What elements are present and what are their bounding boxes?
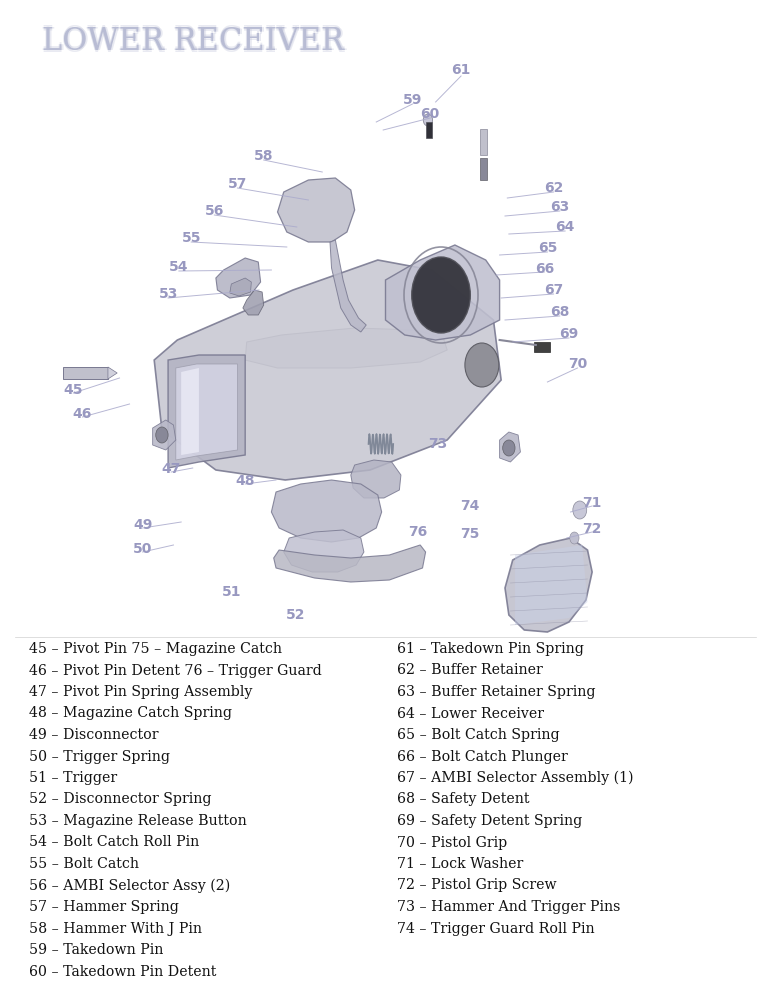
- Text: 59: 59: [402, 93, 423, 107]
- Text: 68: 68: [550, 305, 570, 319]
- Text: 72 – Pistol Grip Screw: 72 – Pistol Grip Screw: [397, 879, 557, 892]
- Polygon shape: [505, 538, 592, 632]
- Text: 76: 76: [409, 525, 427, 539]
- Polygon shape: [330, 240, 366, 332]
- Text: 63: 63: [550, 200, 569, 214]
- Text: 48 – Magazine Catch Spring: 48 – Magazine Catch Spring: [29, 706, 232, 720]
- Text: 67 – AMBI Selector Assembly (1): 67 – AMBI Selector Assembly (1): [397, 771, 634, 785]
- Circle shape: [156, 427, 168, 443]
- Polygon shape: [216, 258, 261, 298]
- Text: 50 – Trigger Spring: 50 – Trigger Spring: [29, 750, 170, 764]
- Text: 54 – Bolt Catch Roll Pin: 54 – Bolt Catch Roll Pin: [29, 836, 200, 850]
- Text: 53 – Magazine Release Button: 53 – Magazine Release Button: [29, 814, 247, 828]
- Bar: [480, 129, 487, 155]
- Polygon shape: [351, 460, 401, 498]
- Text: 46 – Pivot Pin Detent 76 – Trigger Guard: 46 – Pivot Pin Detent 76 – Trigger Guard: [29, 664, 322, 678]
- Text: 60 – Takedown Pin Detent: 60 – Takedown Pin Detent: [29, 964, 217, 978]
- Polygon shape: [181, 368, 199, 455]
- Text: LOWER RECEIVER: LOWER RECEIVER: [42, 26, 345, 57]
- Text: 71: 71: [582, 496, 602, 510]
- Polygon shape: [245, 328, 447, 368]
- Text: 75: 75: [460, 527, 480, 541]
- Polygon shape: [168, 355, 245, 468]
- Polygon shape: [274, 545, 426, 582]
- Bar: [480, 158, 487, 180]
- Text: 57: 57: [227, 177, 247, 191]
- Polygon shape: [386, 245, 500, 340]
- Text: 69: 69: [560, 327, 578, 341]
- Circle shape: [570, 532, 579, 544]
- Text: 46: 46: [72, 407, 93, 421]
- Polygon shape: [284, 530, 364, 572]
- Polygon shape: [271, 480, 382, 542]
- Text: 51 – Trigger: 51 – Trigger: [29, 771, 117, 785]
- Text: LOWER RECEIVER: LOWER RECEIVER: [42, 24, 345, 55]
- Text: 64 – Lower Receiver: 64 – Lower Receiver: [397, 706, 544, 720]
- Text: 62 – Buffer Retainer: 62 – Buffer Retainer: [397, 664, 543, 678]
- Text: 70 – Pistol Grip: 70 – Pistol Grip: [397, 836, 507, 850]
- Text: 52 – Disconnector Spring: 52 – Disconnector Spring: [29, 792, 212, 806]
- Polygon shape: [500, 432, 520, 462]
- Text: 53: 53: [158, 287, 178, 301]
- Text: 51: 51: [221, 585, 241, 599]
- Bar: [534, 342, 550, 352]
- Text: 56: 56: [204, 204, 224, 218]
- Text: 49: 49: [133, 518, 153, 532]
- Text: 65: 65: [537, 241, 557, 255]
- Text: 45 – Pivot Pin 75 – Magazine Catch: 45 – Pivot Pin 75 – Magazine Catch: [29, 642, 282, 656]
- Polygon shape: [243, 290, 264, 315]
- Text: 72: 72: [582, 522, 602, 536]
- Text: 56 – AMBI Selector Assy (2): 56 – AMBI Selector Assy (2): [29, 879, 231, 893]
- Text: 68 – Safety Detent: 68 – Safety Detent: [397, 792, 530, 806]
- Text: 48: 48: [235, 474, 255, 488]
- Polygon shape: [108, 367, 117, 379]
- Text: 62: 62: [544, 181, 564, 195]
- Bar: [63, 367, 108, 379]
- Text: 69 – Safety Detent Spring: 69 – Safety Detent Spring: [397, 814, 582, 828]
- Text: 74 – Trigger Guard Roll Pin: 74 – Trigger Guard Roll Pin: [397, 922, 594, 936]
- Text: 63 – Buffer Retainer Spring: 63 – Buffer Retainer Spring: [397, 685, 595, 699]
- Circle shape: [423, 114, 433, 126]
- Polygon shape: [278, 178, 355, 242]
- Polygon shape: [176, 364, 237, 460]
- Text: 66: 66: [535, 262, 554, 276]
- Polygon shape: [230, 278, 251, 296]
- Circle shape: [465, 343, 499, 387]
- Text: 73 – Hammer And Trigger Pins: 73 – Hammer And Trigger Pins: [397, 900, 621, 914]
- Text: 58 – Hammer With J Pin: 58 – Hammer With J Pin: [29, 922, 202, 936]
- Text: 52: 52: [285, 608, 305, 622]
- Text: LOWER RECEIVER: LOWER RECEIVER: [44, 26, 346, 57]
- Bar: [426, 122, 432, 138]
- Text: LOWER RECEIVER: LOWER RECEIVER: [42, 28, 345, 60]
- Text: 70: 70: [568, 357, 587, 371]
- Text: 58: 58: [254, 149, 274, 163]
- Text: 49 – Disconnector: 49 – Disconnector: [29, 728, 159, 742]
- Text: 45: 45: [63, 383, 83, 397]
- Text: 61 – Takedown Pin Spring: 61 – Takedown Pin Spring: [397, 642, 584, 656]
- Text: 71 – Lock Washer: 71 – Lock Washer: [397, 857, 524, 871]
- Polygon shape: [154, 260, 501, 480]
- Text: 55 – Bolt Catch: 55 – Bolt Catch: [29, 857, 140, 871]
- Polygon shape: [153, 420, 176, 450]
- Text: 66 – Bolt Catch Plunger: 66 – Bolt Catch Plunger: [397, 750, 567, 764]
- Text: 59 – Takedown Pin: 59 – Takedown Pin: [29, 943, 163, 957]
- Text: 65 – Bolt Catch Spring: 65 – Bolt Catch Spring: [397, 728, 560, 742]
- Text: 67: 67: [544, 283, 563, 297]
- Text: 47 – Pivot Pin Spring Assembly: 47 – Pivot Pin Spring Assembly: [29, 685, 253, 699]
- Circle shape: [573, 501, 587, 519]
- Text: 73: 73: [429, 437, 447, 451]
- Circle shape: [412, 257, 470, 333]
- Text: 74: 74: [460, 499, 480, 513]
- Text: 54: 54: [169, 260, 189, 274]
- Text: 55: 55: [181, 231, 201, 245]
- Circle shape: [503, 440, 515, 456]
- Text: 47: 47: [161, 462, 181, 476]
- Text: 60: 60: [421, 107, 439, 121]
- Text: 61: 61: [451, 63, 471, 77]
- Text: 57 – Hammer Spring: 57 – Hammer Spring: [29, 900, 179, 914]
- Text: 50: 50: [133, 542, 153, 556]
- Text: 64: 64: [555, 220, 575, 234]
- Text: LOWER RECEIVER: LOWER RECEIVER: [41, 26, 343, 57]
- Polygon shape: [515, 545, 588, 625]
